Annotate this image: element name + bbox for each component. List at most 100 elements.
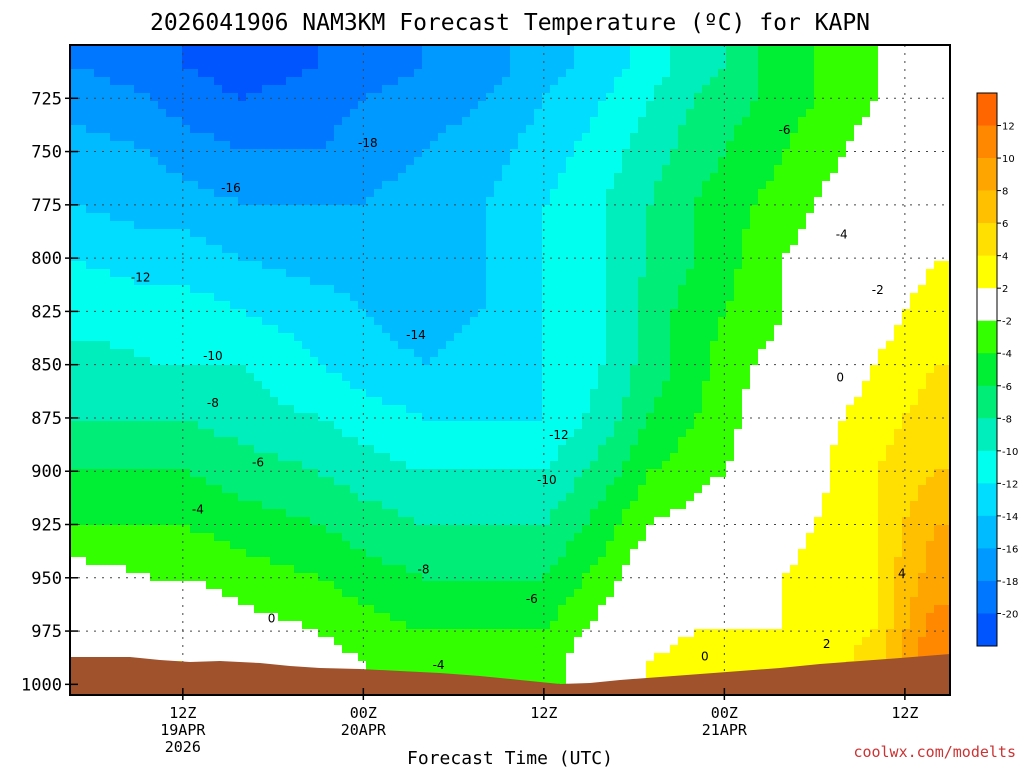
field-cell <box>550 325 559 334</box>
field-cell <box>86 621 95 630</box>
field-cell <box>382 189 391 198</box>
field-cell <box>334 165 343 174</box>
field-cell <box>190 213 199 222</box>
field-cell <box>270 549 279 558</box>
field-cell <box>462 69 471 78</box>
field-cell <box>166 525 175 534</box>
field-cell <box>214 597 223 606</box>
field-cell <box>150 397 159 406</box>
field-cell <box>454 213 463 222</box>
field-cell <box>110 517 119 526</box>
field-cell <box>222 557 231 566</box>
field-cell <box>542 429 551 438</box>
field-cell <box>286 229 295 238</box>
field-cell <box>406 213 415 222</box>
field-cell <box>310 541 319 550</box>
field-cell <box>326 413 335 422</box>
field-cell <box>294 101 303 110</box>
field-cell <box>278 549 287 558</box>
field-cell <box>358 413 367 422</box>
field-cell <box>174 445 183 454</box>
field-cell <box>206 493 215 502</box>
field-cell <box>550 285 559 294</box>
field-cell <box>510 149 519 158</box>
field-cell <box>174 341 183 350</box>
field-cell <box>150 589 159 598</box>
field-cell <box>174 485 183 494</box>
field-cell <box>222 573 231 582</box>
field-cell <box>446 261 455 270</box>
field-cell <box>214 541 223 550</box>
field-cell <box>318 629 327 638</box>
field-cell <box>358 517 367 526</box>
field-cell <box>454 173 463 182</box>
field-cell <box>406 77 415 86</box>
field-cell <box>542 293 551 302</box>
field-cell <box>182 565 191 574</box>
field-cell <box>270 317 279 326</box>
field-cell <box>214 253 223 262</box>
field-cell <box>222 365 231 374</box>
field-cell <box>198 197 207 206</box>
field-cell <box>150 93 159 102</box>
field-cell <box>326 637 335 646</box>
field-cell <box>238 429 247 438</box>
field-cell <box>446 581 455 590</box>
field-cell <box>214 85 223 94</box>
field-cell <box>182 133 191 142</box>
field-cell <box>326 645 335 654</box>
field-cell <box>198 157 207 166</box>
field-cell <box>326 557 335 566</box>
field-cell <box>230 293 239 302</box>
field-cell <box>390 429 399 438</box>
field-cell <box>406 581 415 590</box>
field-cell <box>198 125 207 134</box>
field-cell <box>254 397 263 406</box>
field-cell <box>174 541 183 550</box>
field-cell <box>478 293 487 302</box>
field-cell <box>110 125 119 134</box>
field-cell <box>302 221 311 230</box>
field-cell <box>350 149 359 158</box>
field-cell <box>422 437 431 446</box>
field-cell <box>142 509 151 518</box>
field-cell <box>454 149 463 158</box>
field-cell <box>398 581 407 590</box>
field-cell <box>422 45 431 54</box>
field-cell <box>158 365 167 374</box>
field-cell <box>198 565 207 574</box>
field-cell <box>270 149 279 158</box>
field-cell <box>470 269 479 278</box>
field-cell <box>374 653 383 662</box>
field-cell <box>534 301 543 310</box>
field-cell <box>270 85 279 94</box>
field-cell <box>470 165 479 174</box>
field-cell <box>382 221 391 230</box>
field-cell <box>270 269 279 278</box>
field-cell <box>78 285 87 294</box>
field-cell <box>142 325 151 334</box>
field-cell <box>118 589 127 598</box>
field-cell <box>318 61 327 70</box>
field-cell <box>190 621 199 630</box>
field-cell <box>94 605 103 614</box>
field-cell <box>486 261 495 270</box>
field-cell <box>270 373 279 382</box>
field-cell <box>326 293 335 302</box>
field-cell <box>126 613 135 622</box>
field-cell <box>134 365 143 374</box>
field-cell <box>158 109 167 118</box>
field-cell <box>374 533 383 542</box>
field-cell <box>390 173 399 182</box>
field-cell <box>126 149 135 158</box>
field-cell <box>518 261 527 270</box>
field-cell <box>134 253 143 262</box>
field-cell <box>222 277 231 286</box>
field-cell <box>366 365 375 374</box>
field-cell <box>270 421 279 430</box>
field-cell <box>510 117 519 126</box>
field-cell <box>86 557 95 566</box>
field-cell <box>334 301 343 310</box>
field-cell <box>182 341 191 350</box>
field-cell <box>454 597 463 606</box>
